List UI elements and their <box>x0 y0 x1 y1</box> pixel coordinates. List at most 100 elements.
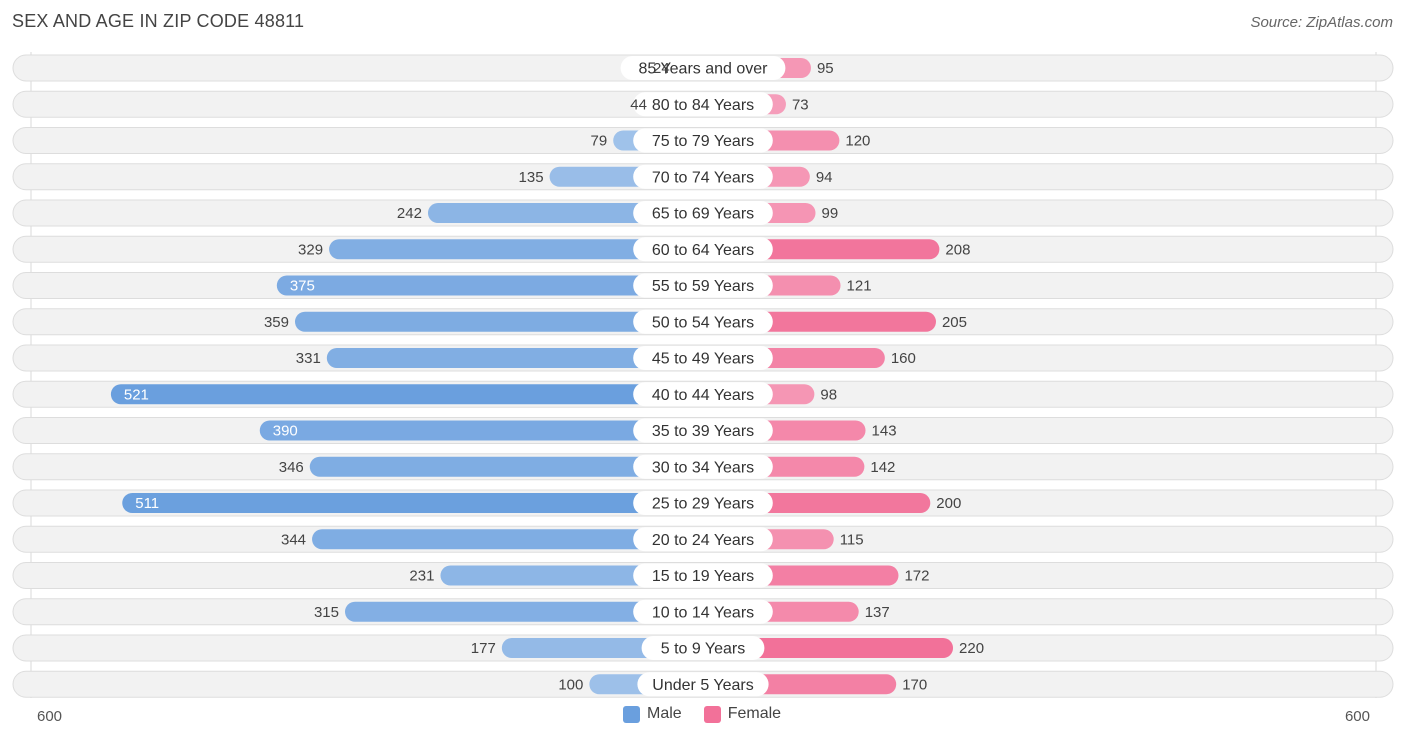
value-label-female: 99 <box>822 205 839 222</box>
chart-row: 80 to 84 Years 44 73 <box>12 90 1394 118</box>
value-label-male: 24 <box>653 60 670 77</box>
chart-row: 5 to 9 Years 177 220 <box>12 634 1394 662</box>
category-label: 10 to 14 Years <box>652 604 754 621</box>
bar-male <box>294 311 703 332</box>
category-label-pill <box>633 237 773 262</box>
axis-label-left: 600 <box>37 708 63 725</box>
category-label-pill <box>633 382 773 407</box>
value-label-male: 242 <box>397 205 422 222</box>
category-label-pill <box>633 491 773 515</box>
chart-title: SEX AND AGE IN ZIP CODE 48811 <box>12 11 305 31</box>
chart-row: 25 to 29 Years 511 200 <box>12 489 1394 517</box>
value-label-female: 142 <box>870 459 895 476</box>
category-label: 80 to 84 Years <box>652 97 754 114</box>
value-label-male: 346 <box>279 459 304 476</box>
value-label-male: 344 <box>281 531 306 548</box>
category-label: 75 to 79 Years <box>652 133 754 150</box>
category-label: 50 to 54 Years <box>652 314 754 331</box>
category-label: 55 to 59 Years <box>652 278 754 295</box>
legend: Male Female <box>623 705 803 723</box>
bar-male <box>326 348 703 368</box>
chart-row: 65 to 69 Years 242 99 <box>12 199 1394 227</box>
category-label: 35 to 39 Years <box>652 423 754 440</box>
value-label-female: 170 <box>902 676 927 693</box>
category-label: 25 to 29 Years <box>652 496 754 513</box>
axis-label-right: 600 <box>1344 708 1370 725</box>
legend-label-female: Female <box>727 705 782 722</box>
value-label-male: 359 <box>264 314 289 331</box>
value-label-female: 121 <box>847 278 872 295</box>
value-label-female: 208 <box>945 241 970 258</box>
category-label: Under 5 Years <box>652 677 753 694</box>
category-label-pill <box>633 309 773 334</box>
value-label-male: 177 <box>471 640 496 657</box>
value-label-male: 135 <box>519 169 544 186</box>
category-label: 45 to 49 Years <box>652 351 754 368</box>
bar-male <box>329 239 703 260</box>
value-label-male: 511 <box>135 495 159 512</box>
category-label: 30 to 34 Years <box>652 459 754 476</box>
chart-row: 75 to 79 Years 79 120 <box>12 127 1394 154</box>
category-label-pill <box>620 56 786 80</box>
category-label: 20 to 24 Years <box>652 532 754 549</box>
bar-male <box>312 529 703 550</box>
legend-item-female: Female <box>703 705 782 723</box>
category-label: 40 to 44 Years <box>652 387 754 404</box>
legend-item-male: Male <box>623 705 682 723</box>
value-label-female: 73 <box>792 96 809 113</box>
value-label-female: 220 <box>959 640 984 657</box>
category-label-pill <box>633 92 773 117</box>
bar-male <box>427 203 703 223</box>
value-label-male: 521 <box>124 386 149 403</box>
chart-row: 70 to 74 Years 135 94 <box>12 163 1394 191</box>
value-label-male: 231 <box>409 568 434 585</box>
legend-label-male: Male <box>647 705 682 722</box>
bar-male <box>309 456 703 477</box>
chart-row: 10 to 14 Years 315 137 <box>12 598 1394 626</box>
legend-swatch-female <box>703 705 721 723</box>
chart-row: 45 to 49 Years 331 160 <box>12 344 1394 372</box>
chart-row: 35 to 39 Years 390 143 <box>12 417 1394 444</box>
category-label-pill <box>633 527 773 552</box>
category-label-pill <box>633 201 773 225</box>
value-label-female: 95 <box>817 60 834 77</box>
category-label-pill <box>637 672 769 697</box>
chart-row: 50 to 54 Years 359 205 <box>12 308 1394 336</box>
value-label-male: 79 <box>591 133 608 150</box>
value-label-female: 115 <box>840 531 864 548</box>
value-label-female: 160 <box>891 350 916 367</box>
value-label-female: 172 <box>904 568 929 585</box>
chart-row: 15 to 19 Years 231 172 <box>12 562 1394 589</box>
category-label: 70 to 74 Years <box>652 169 754 186</box>
value-label-female: 137 <box>865 604 890 621</box>
category-label-pill <box>633 164 773 189</box>
category-label-pill <box>633 346 773 370</box>
bar-male <box>259 420 703 441</box>
category-label: 5 to 9 Years <box>661 641 746 658</box>
chart-row: 60 to 64 Years 329 208 <box>12 235 1394 263</box>
value-label-male: 375 <box>290 278 315 295</box>
category-label: 15 to 19 Years <box>652 568 754 585</box>
source-label: Source: ZipAtlas.com <box>1250 14 1393 31</box>
chart-row: 40 to 44 Years 521 98 <box>12 380 1394 408</box>
legend-swatch-male <box>623 705 640 723</box>
category-label-pill <box>641 636 765 660</box>
bar-female <box>703 638 954 658</box>
value-label-male: 390 <box>273 423 298 440</box>
bar-male <box>276 275 703 296</box>
chart-row: 20 to 24 Years 344 115 <box>12 525 1394 553</box>
value-label-male: 100 <box>558 676 583 693</box>
value-label-female: 205 <box>942 314 967 331</box>
value-label-female: 98 <box>820 386 837 403</box>
chart-row: 30 to 34 Years 346 142 <box>12 453 1394 481</box>
bar-male <box>110 384 704 405</box>
bar-male <box>122 493 704 513</box>
category-label-pill <box>633 599 773 624</box>
category-label-pill <box>633 418 773 443</box>
bar-male <box>345 601 703 622</box>
value-label-male: 315 <box>314 604 339 621</box>
category-label-pill <box>633 273 773 298</box>
chart-row: Under 5 Years 100 170 <box>12 670 1394 698</box>
